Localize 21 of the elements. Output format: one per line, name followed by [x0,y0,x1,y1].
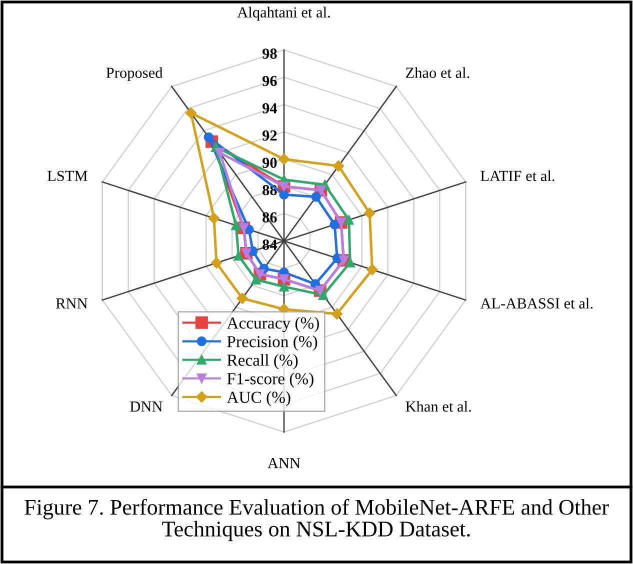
legend-label: AUC (%) [226,391,290,406]
spoke-label: LATIF et al. [480,170,554,182]
y-tick-label: 90 [262,158,277,168]
y-tick-label: 92 [262,130,277,141]
spoke-label: RNN [56,298,88,308]
spoke-label: Khan et al. [406,400,471,412]
spoke-label: LSTM [48,170,88,182]
y-tick-label: 98 [262,48,277,59]
legend-label: F1-score (%) [227,372,314,388]
y-tick-label: 96 [262,76,277,86]
caption: Figure 7. Performance Evaluation of MobileNet-ARFE and Other Techniques on NSL-KDD Dataset. [24,498,609,542]
spoke-label: Zhao et al. [406,67,470,78]
legend-label: Recall (%) [227,354,298,370]
spoke-label: AL-ABASSI et al. [480,298,592,309]
spoke-label: DNN [130,402,162,412]
legend-label: Accuracy (%) [226,316,319,332]
y-tick-label: 94 [262,103,278,114]
spoke-label: ANN [268,458,300,468]
legend-label: Precision (%) [227,336,318,351]
spoke-label: Proposed [106,67,163,82]
spoke-label: Alqahtani et al. [237,6,330,21]
